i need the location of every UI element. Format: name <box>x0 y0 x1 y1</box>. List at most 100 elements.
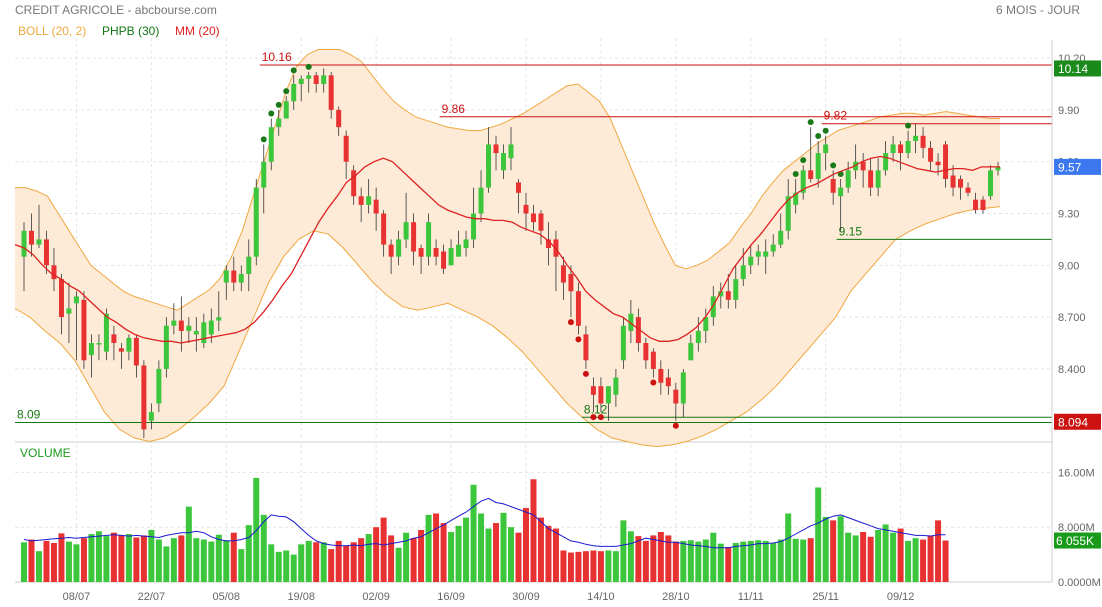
volume-bar <box>410 538 417 582</box>
price-tag-low: 8.094 <box>1058 415 1088 429</box>
candle-body <box>665 377 671 387</box>
volume-bar <box>365 534 372 582</box>
candle-body <box>471 213 477 240</box>
price-levels: 10.16 9.86 9.82 9.15 8.12 8.09 <box>15 50 1052 423</box>
volume-bar <box>88 534 95 582</box>
phpb-high-marker <box>822 127 829 134</box>
volume-bar <box>275 551 282 582</box>
volume-bar <box>567 552 574 582</box>
phpb-low-marker <box>650 379 657 386</box>
volume-bar <box>28 539 35 582</box>
legend-boll: BOLL (20, 2) <box>18 24 86 38</box>
candle-body <box>283 101 289 119</box>
volume-bar <box>350 542 357 582</box>
phpb-high-marker <box>290 67 297 74</box>
bollinger-lower <box>14 206 1001 448</box>
date-tick-label: 14/10 <box>587 591 615 603</box>
volume-bar <box>905 540 912 582</box>
volume-bar <box>283 550 290 582</box>
price-tick-label: 8.700 <box>1058 312 1086 324</box>
candle-body <box>396 239 402 257</box>
volume-bar <box>687 540 694 582</box>
volume-bar <box>440 523 447 582</box>
candle-body <box>208 320 214 335</box>
candle-body <box>388 244 394 257</box>
candle-body <box>133 337 139 366</box>
volume-bar <box>73 544 80 582</box>
candle-body <box>920 135 926 148</box>
candle-body <box>620 325 626 361</box>
volume-bar <box>238 549 245 582</box>
volume-bars <box>21 477 949 582</box>
candle-body <box>336 109 342 128</box>
candle-body <box>321 75 327 84</box>
volume-bar <box>358 538 365 582</box>
volume-bar <box>807 538 814 582</box>
date-tick-label: 09/12 <box>887 591 915 603</box>
candle-body <box>515 182 521 193</box>
volume-bar <box>110 532 117 582</box>
level-label: 9.82 <box>824 109 848 123</box>
volume-bar <box>208 541 215 582</box>
volume-bar <box>455 525 462 582</box>
volume-bar <box>545 525 552 582</box>
volume-bar <box>620 520 627 582</box>
candle-body <box>111 334 117 344</box>
volume-bar <box>170 538 177 582</box>
volume-bar <box>860 531 867 582</box>
candle-body <box>351 170 357 197</box>
date-tick-label: 16/09 <box>437 591 465 603</box>
volume-tick-label: 16.00M <box>1058 467 1095 479</box>
moving-average <box>14 155 1000 344</box>
candle-body <box>868 170 874 188</box>
candle-body <box>830 178 836 193</box>
period-label: 6 MOIS - JOUR <box>996 3 1080 17</box>
date-tick-label: 22/07 <box>138 591 166 603</box>
candle-body <box>718 291 724 297</box>
volume-bar <box>185 506 192 582</box>
candle-body <box>680 372 686 404</box>
volume-bar <box>605 550 612 582</box>
price-tag-bg <box>1054 158 1101 175</box>
candle-body <box>478 187 484 214</box>
candle-body <box>126 337 132 352</box>
candle-body <box>785 196 791 231</box>
phpb-low-marker <box>590 414 597 421</box>
candle-body <box>426 222 432 257</box>
volume-bar <box>627 531 634 582</box>
volume-bar <box>163 546 170 582</box>
volume-bar <box>552 528 559 582</box>
price-tick-label: 8.400 <box>1058 364 1086 376</box>
candle-body <box>695 330 701 344</box>
candle-body <box>688 343 694 361</box>
candle-body <box>298 78 304 84</box>
candle-body <box>628 313 634 331</box>
volume-bar <box>21 542 27 582</box>
phpb-high-marker <box>807 119 814 126</box>
volume-bar <box>845 532 852 582</box>
phpb-high-marker <box>305 63 312 70</box>
candle-body <box>875 170 881 188</box>
volume-bar <box>650 535 657 582</box>
candle-body <box>486 144 492 188</box>
volume-bar <box>43 540 50 582</box>
date-tick-label: 08/07 <box>63 591 91 603</box>
candle-body <box>568 273 574 292</box>
phpb-low-marker <box>582 370 589 377</box>
candle-body <box>958 178 964 188</box>
volume-bar <box>755 540 762 582</box>
candle-body <box>493 144 499 154</box>
candle-body <box>43 239 49 266</box>
candle-body <box>216 317 222 321</box>
candle-body <box>193 330 199 335</box>
volume-bar <box>695 541 702 582</box>
volume-bar <box>320 542 327 582</box>
candle-body <box>313 75 319 84</box>
candle-body <box>73 296 79 304</box>
phpb-high-marker <box>260 136 267 143</box>
legend-mm: MM (20) <box>175 24 220 38</box>
candle-body <box>995 166 1001 171</box>
bollinger-fill <box>15 49 1000 447</box>
candle-body <box>658 368 664 383</box>
